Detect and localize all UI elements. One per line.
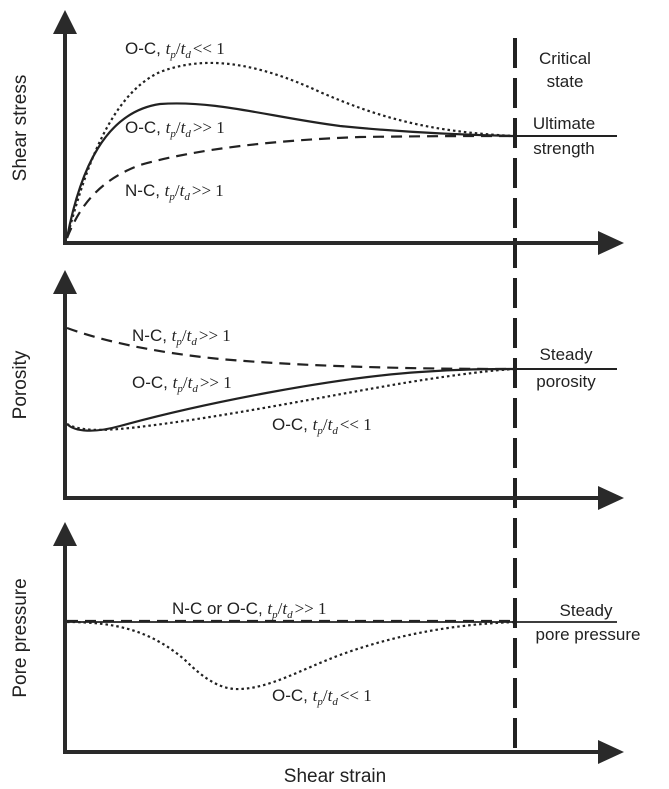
panel-shear-stress: Shear stress Ultimate strength O-C, tp/t… [10, 10, 624, 255]
panel-pore-pressure: Pore pressure Steady pore pressure N-C o… [10, 522, 640, 764]
panel-porosity: Porosity Steady porosity N-C, tp/td >> 1 … [10, 270, 624, 510]
shear-curve-nc-large-label: N-C, tp/td >> 1 [125, 181, 224, 203]
critical-state-label-1: Critical [539, 49, 591, 68]
ultimate-label-1: Ultimate [533, 114, 595, 133]
porosity-curve-nc-large [66, 326, 516, 371]
shear-curve-oc-large-label: O-C, tp/td >> 1 [125, 118, 225, 140]
panel1-y-label: Shear stress [10, 75, 31, 182]
panel3-y-arrow [53, 522, 77, 546]
steady-porosity-label-2: porosity [536, 372, 596, 391]
steady-pore-label-2: pore pressure [536, 625, 641, 644]
panel1-y-arrow [53, 10, 77, 34]
porosity-curve-oc-large [66, 367, 516, 432]
shear-curve-oc-small-label: O-C, tp/td << 1 [125, 39, 225, 61]
pore-curve-oc-small-label: O-C, tp/td << 1 [272, 686, 372, 708]
steady-pore-label-1: Steady [560, 601, 613, 620]
porosity-curve-oc-large-label: O-C, tp/td >> 1 [132, 373, 232, 395]
ultimate-label-2: strength [533, 139, 594, 158]
shear-curve-oc-large [65, 102, 516, 239]
pore-curve-large-label: N-C or O-C, tp/td >> 1 [172, 599, 327, 621]
shear-curve-nc-large [65, 134, 516, 239]
shear-curve-oc-small [65, 61, 516, 239]
panel2-y-arrow [53, 270, 77, 294]
porosity-curve-oc-small [66, 367, 516, 431]
panel3-y-label: Pore pressure [10, 578, 31, 697]
panel1-x-arrow [598, 231, 624, 255]
x-axis-label: Shear strain [284, 766, 386, 787]
steady-porosity-label-1: Steady [540, 345, 593, 364]
porosity-curve-oc-small-label: O-C, tp/td << 1 [272, 415, 372, 437]
panel2-y-label: Porosity [10, 350, 31, 419]
panel3-x-arrow [598, 740, 624, 764]
porosity-curve-nc-large-label: N-C, tp/td >> 1 [132, 326, 231, 348]
pore-curve-oc-small [66, 620, 516, 691]
panel2-x-arrow [598, 486, 624, 510]
critical-state-label-2: state [547, 72, 584, 91]
